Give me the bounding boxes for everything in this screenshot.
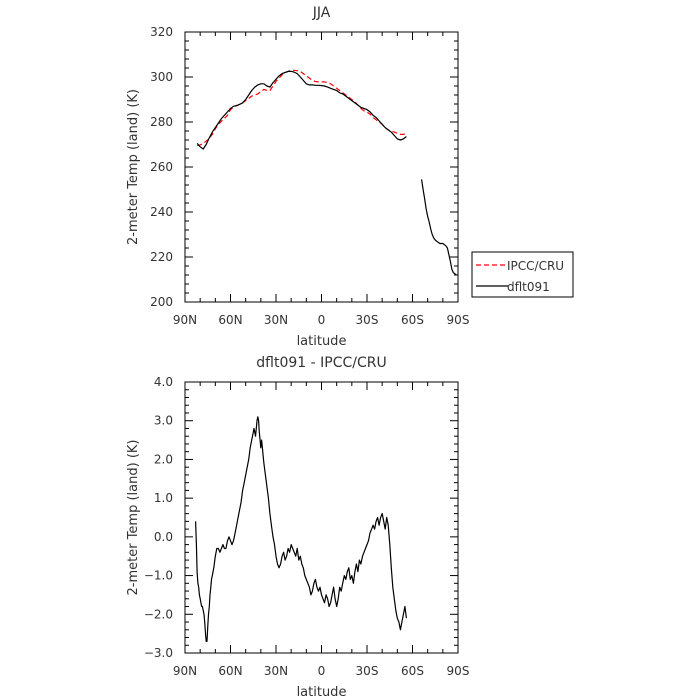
plot-frame	[184, 381, 459, 654]
plot-frame	[184, 31, 459, 303]
x-tick-label: 30S	[356, 313, 379, 327]
x-tick-label: 90N	[173, 313, 197, 327]
y-tick-label: 240	[150, 205, 173, 219]
x-tick-label: 90S	[447, 664, 470, 678]
y-tick-label: 260	[150, 160, 173, 174]
series-line-ipcc-cru	[196, 69, 407, 147]
legend-label: IPCC/CRU	[507, 259, 564, 273]
y-tick-label: −1.0	[144, 569, 173, 583]
y-tick-label: −2.0	[144, 607, 173, 621]
y-tick-label: 3.0	[154, 414, 173, 428]
x-tick-label: 60N	[218, 313, 242, 327]
y-tick-label: 1.0	[154, 491, 173, 505]
x-tick-label: 90N	[173, 664, 197, 678]
x-axis-label: latitude	[297, 334, 347, 349]
chart-title: JJA	[312, 5, 331, 21]
bottom-chart-panel: dflt091 - IPCC/CRU −3.0 −2.0 −1.0 0.0 1.0 2.0 3…	[126, 355, 469, 700]
y-tick-label: 200	[150, 295, 173, 309]
y-tick-label: 220	[150, 250, 173, 264]
x-tick-label: 30S	[356, 664, 379, 678]
y-tick-label: 300	[150, 70, 173, 84]
x-tick-label: 30N	[264, 313, 288, 327]
legend-label: dflt091	[507, 280, 550, 294]
y-axis-label: 2-meter Temp (land) (K)	[126, 89, 141, 245]
y-tick-label: 280	[150, 115, 173, 129]
legend-box	[471, 251, 574, 298]
series-line	[195, 416, 407, 642]
y-tick-label: 0.0	[154, 530, 173, 544]
x-tick-label: 60S	[401, 313, 424, 327]
y-tick-label: −3.0	[144, 646, 173, 660]
top-chart-panel: JJA 200 220 240 260 280 300 320 90N 60N 30N 0 30S 60S…	[126, 5, 574, 349]
x-tick-label: 0	[318, 313, 326, 327]
x-axis-label: latitude	[297, 685, 347, 700]
y-tick-label: 2.0	[154, 452, 173, 466]
chart-title: dflt091 - IPCC/CRU	[256, 355, 386, 371]
y-tick-label: 320	[150, 25, 173, 39]
x-tick-label: 0	[318, 664, 326, 678]
y-tick-label: 4.0	[154, 375, 173, 389]
y-axis-label: 2-meter Temp (land) (K)	[126, 440, 141, 596]
x-tick-label: 90S	[447, 313, 470, 327]
series-line-dflt091	[196, 70, 457, 276]
x-tick-label: 30N	[264, 664, 288, 678]
x-tick-label: 60S	[401, 664, 424, 678]
x-tick-label: 60N	[218, 664, 242, 678]
